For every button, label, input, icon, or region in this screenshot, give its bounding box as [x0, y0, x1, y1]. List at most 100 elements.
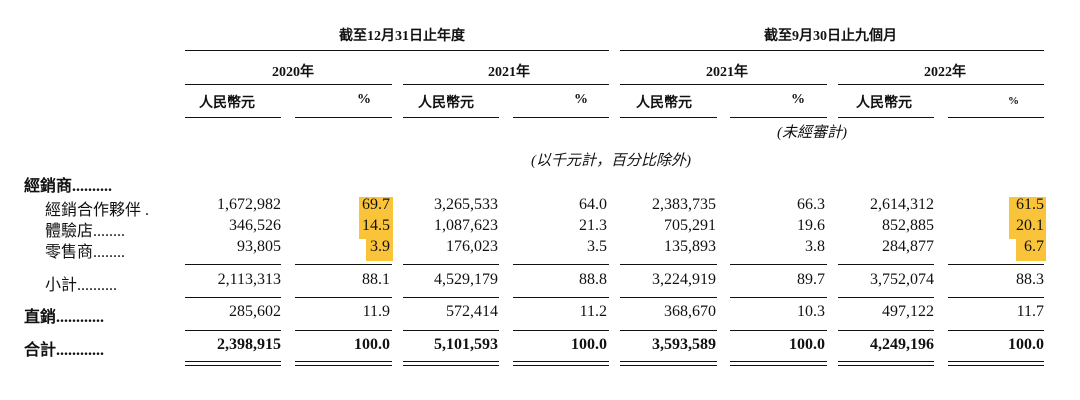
- cell-partners-2022-9m-amount: 2,614,312: [870, 196, 934, 213]
- cell-retailers-2021-9m-pct: 3.8: [805, 238, 825, 255]
- rule-subtotal-7: [838, 264, 934, 265]
- row-label-retailers: 零售商........: [45, 244, 126, 261]
- cell-total-2022-9m-pct: 100.0: [1008, 336, 1044, 353]
- rule-total-6: [730, 330, 827, 331]
- cell-total-2022-9m-amount: 4,249,196: [870, 336, 934, 353]
- rule-double-3a: [403, 361, 499, 362]
- rule-pct-3: [730, 117, 827, 118]
- cell-retailers-2021-9m-amount: 135,893: [664, 238, 716, 255]
- cell-subtotal-2022-9m-amount: 3,752,074: [870, 271, 934, 288]
- rule-double-8b: [948, 365, 1044, 366]
- cell-partners-2021-9m-pct: 66.3: [797, 196, 825, 213]
- rule-total-4: [513, 330, 609, 331]
- group-header-nine-months: 截至9月30日止九個月: [764, 29, 897, 44]
- rule-double-4b: [513, 365, 609, 366]
- rule-cur-1: [185, 117, 281, 118]
- rule-direct-2: [295, 297, 392, 298]
- rule-double-6a: [730, 361, 827, 362]
- cell-total-2021-9m-pct: 100.0: [789, 336, 825, 353]
- rule-double-4a: [513, 361, 609, 362]
- rule-subtotal-3: [403, 264, 499, 265]
- cell-partners-2021-pct: 64.0: [579, 196, 607, 213]
- row-label-distributors: 經銷商..........: [24, 178, 113, 195]
- rule-double-5a: [620, 361, 717, 362]
- col-header-pct-1: %: [357, 92, 371, 107]
- rule-direct-5: [620, 297, 717, 298]
- highlight-retailers-2022: [1016, 239, 1046, 261]
- col-header-currency-4: 人民幣元: [856, 96, 912, 111]
- row-label-experience: 體驗店........: [45, 223, 126, 240]
- rule-double-3b: [403, 365, 499, 366]
- rule-pct-2: [513, 117, 609, 118]
- cell-direct-2021-pct: 11.2: [579, 303, 607, 320]
- cell-total-2021-pct: 100.0: [571, 336, 607, 353]
- cell-partners-2021-amount: 3,265,533: [434, 196, 498, 213]
- cell-experience-2021-9m-pct: 19.6: [797, 217, 825, 234]
- rule-double-8a: [948, 361, 1044, 362]
- rule-total-7: [838, 330, 934, 331]
- rule-year-2020: [185, 84, 392, 85]
- rule-double-6b: [730, 365, 827, 366]
- rule-double-2a: [295, 361, 392, 362]
- row-label-direct: 直銷............: [24, 309, 105, 326]
- rule-cur-3: [620, 117, 717, 118]
- rule-subtotal-1: [185, 264, 281, 265]
- rule-double-5b: [620, 365, 717, 366]
- cell-subtotal-2020-amount: 2,113,313: [217, 271, 281, 288]
- row-label-subtotal: 小計..........: [45, 277, 118, 294]
- rule-direct-7: [838, 297, 934, 298]
- cell-experience-2022-9m-amount: 852,885: [882, 217, 934, 234]
- year-header-2021: 2021年: [488, 65, 530, 80]
- cell-direct-2020-pct: 11.9: [362, 303, 390, 320]
- cell-retailers-2022-9m-pct: 6.7: [1024, 238, 1044, 255]
- cell-subtotal-2021-pct: 88.8: [579, 271, 607, 288]
- highlight-partners-2020: [359, 197, 393, 218]
- rule-pct-4: [948, 117, 1044, 118]
- cell-experience-2022-9m-pct: 20.1: [1016, 217, 1044, 234]
- cell-subtotal-2020-pct: 88.1: [362, 271, 390, 288]
- rule-double-1b: [185, 365, 281, 366]
- cell-subtotal-2021-9m-amount: 3,224,919: [652, 271, 716, 288]
- rule-double-7a: [838, 361, 934, 362]
- cell-total-2021-9m-amount: 3,593,589: [652, 336, 716, 353]
- cell-retailers-2021-amount: 176,023: [446, 238, 498, 255]
- col-header-pct-3: %: [791, 92, 805, 107]
- cell-experience-2020-amount: 346,526: [229, 217, 281, 234]
- cell-retailers-2020-pct: 3.9: [370, 238, 390, 255]
- highlight-experience-2020: [359, 218, 393, 239]
- rule-group-9m: [620, 50, 1044, 51]
- rule-year-2021-9m: [620, 84, 827, 85]
- highlight-partners-2022: [1009, 197, 1046, 218]
- col-header-pct-2: %: [574, 92, 588, 107]
- rule-pct-1: [295, 117, 392, 118]
- cell-direct-2020-amount: 285,602: [229, 303, 281, 320]
- cell-partners-2020-amount: 1,672,982: [217, 196, 281, 213]
- rule-year-2021: [403, 84, 609, 85]
- highlight-experience-2022: [1009, 218, 1046, 239]
- cell-direct-2022-9m-pct: 11.7: [1016, 303, 1044, 320]
- rule-direct-1: [185, 297, 281, 298]
- rule-double-1a: [185, 361, 281, 362]
- rule-direct-4: [513, 297, 609, 298]
- rule-total-1: [185, 330, 281, 331]
- cell-subtotal-2022-9m-pct: 88.3: [1016, 271, 1044, 288]
- col-header-pct-4: %: [1008, 95, 1019, 107]
- rule-double-2b: [295, 365, 392, 366]
- rule-double-7b: [838, 365, 934, 366]
- group-header-fiscal-year: 截至12月31日止年度: [339, 29, 465, 44]
- cell-experience-2021-amount: 1,087,623: [434, 217, 498, 234]
- cell-direct-2021-9m-pct: 10.3: [797, 303, 825, 320]
- cell-retailers-2021-pct: 3.5: [587, 238, 607, 255]
- rule-cur-2: [403, 117, 499, 118]
- cell-subtotal-2021-9m-pct: 89.7: [797, 271, 825, 288]
- rule-total-8: [948, 330, 1044, 331]
- cell-partners-2021-9m-amount: 2,383,735: [652, 196, 716, 213]
- rule-subtotal-2: [295, 264, 392, 265]
- year-header-2020: 2020年: [272, 65, 314, 80]
- row-label-partners: 經銷合作夥伴 .: [45, 202, 150, 219]
- rule-subtotal-8: [948, 264, 1044, 265]
- cell-subtotal-2021-amount: 4,529,179: [434, 271, 498, 288]
- col-header-currency-3: 人民幣元: [636, 96, 692, 111]
- cell-direct-2021-amount: 572,414: [446, 303, 498, 320]
- cell-experience-2020-pct: 14.5: [362, 217, 390, 234]
